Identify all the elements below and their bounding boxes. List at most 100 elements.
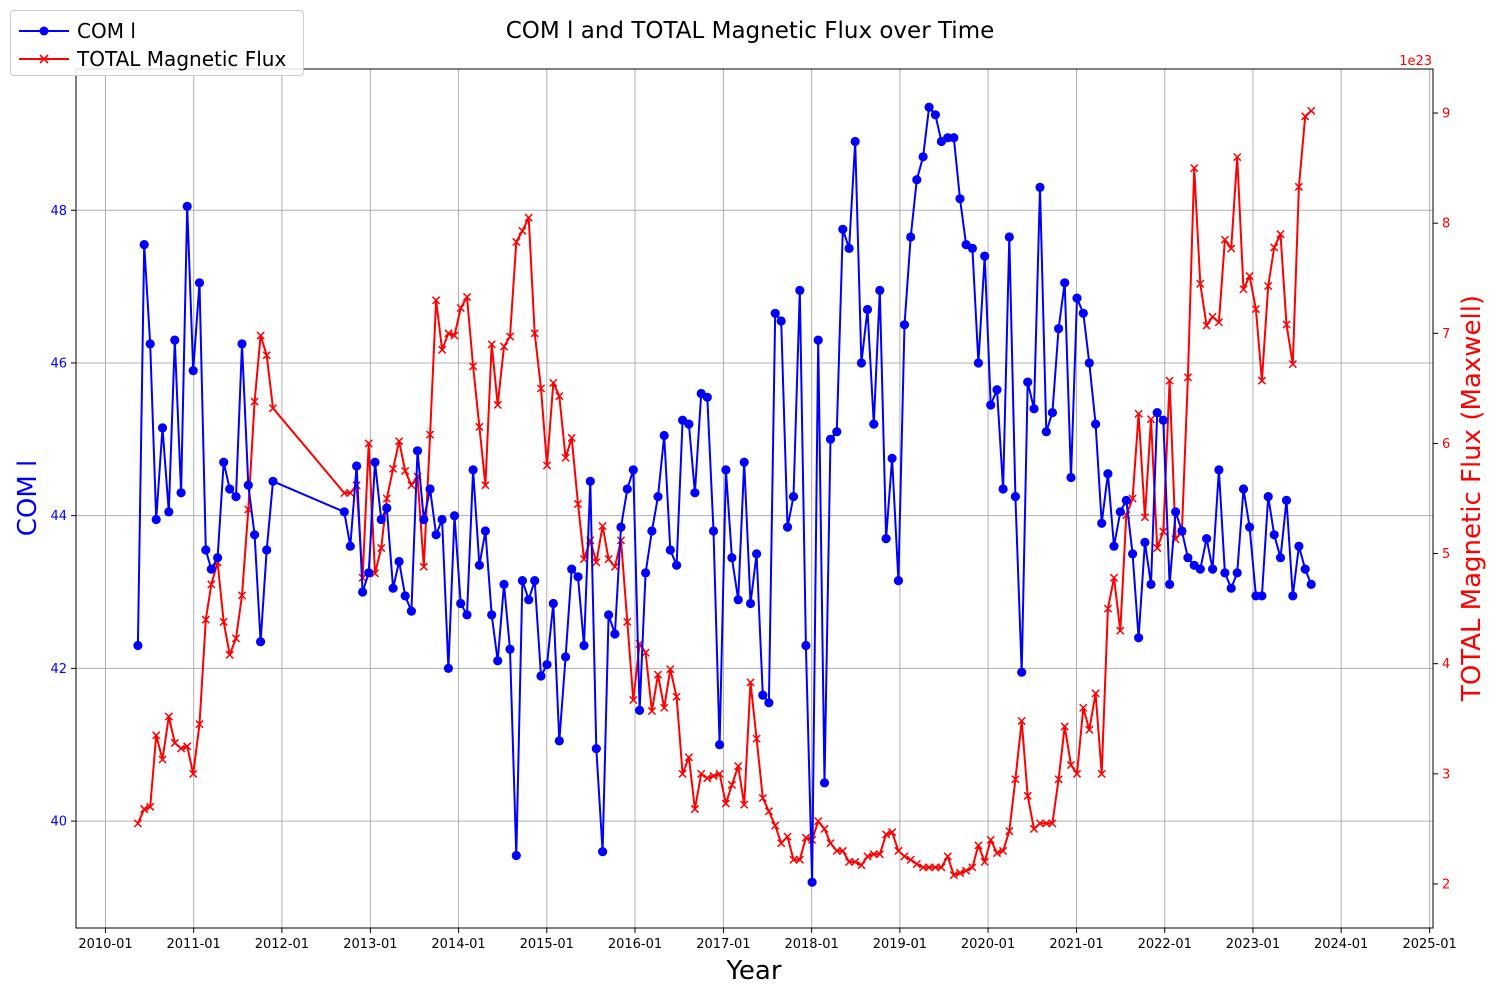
flux-data-point <box>1146 415 1156 424</box>
flux-data-point <box>268 404 278 413</box>
flux-data-point <box>703 774 712 783</box>
com-data-point <box>225 484 235 494</box>
com-data-point <box>690 488 700 498</box>
flux-data-point <box>604 554 613 564</box>
com-data-point <box>474 560 484 570</box>
plot-area-frame <box>75 68 1434 929</box>
com-data-point <box>1029 404 1039 414</box>
com-data-point <box>388 583 398 593</box>
flux-data-point <box>1251 304 1260 314</box>
com-data-point <box>419 514 429 525</box>
flux-data-point <box>1214 318 1224 327</box>
x-axis-label: Year <box>725 956 781 986</box>
com-data-point <box>604 610 614 620</box>
com-data-point <box>967 243 978 253</box>
com-data-point <box>1226 583 1236 593</box>
flux-data-point <box>462 292 472 302</box>
com-data-point <box>1275 553 1286 563</box>
com-data-point <box>425 484 435 494</box>
com-data-point <box>206 564 216 574</box>
chart-title: COM l and TOTAL Magnetic Flux over Time <box>506 18 995 44</box>
flux-data-point <box>207 580 216 589</box>
com-data-point <box>364 568 374 578</box>
y-left-tick-label: 40 <box>50 815 67 830</box>
com-data-point <box>918 152 928 162</box>
flux-data-point <box>764 807 774 816</box>
flux-data-point <box>623 617 632 626</box>
com-data-point <box>684 419 694 429</box>
com-data-point <box>998 484 1008 494</box>
flux-data-point <box>1017 716 1026 726</box>
com-data-point <box>610 629 620 639</box>
com-data-point <box>213 553 223 563</box>
flux-data-point <box>530 329 539 338</box>
flux-data-point <box>863 852 872 861</box>
com-data-point <box>268 476 278 486</box>
flux-data-point <box>388 464 398 473</box>
com-data-point <box>807 877 817 887</box>
com-data-point <box>339 507 349 517</box>
flux-data-point <box>567 433 576 443</box>
com-data-point <box>1121 495 1131 505</box>
com-data-point <box>468 465 478 475</box>
flux-data-point <box>690 804 700 814</box>
com-data-point <box>992 385 1002 395</box>
com-data-point <box>358 587 368 597</box>
flux-data-point <box>1190 163 1199 173</box>
flux-data-point <box>1183 373 1193 382</box>
com-data-point <box>1041 427 1051 437</box>
flux-data-point <box>783 832 792 841</box>
flux-data-point <box>832 846 841 856</box>
y-left-axis-label: COM l <box>13 460 43 537</box>
flux-data-point <box>1085 725 1094 734</box>
com-data-point <box>517 576 528 586</box>
com-data-point <box>493 656 503 666</box>
com-data-point <box>139 240 149 250</box>
com-data-point <box>456 598 466 609</box>
com-data-point <box>912 175 922 185</box>
flux-data-point <box>727 780 737 789</box>
com-data-point <box>554 736 564 746</box>
com-data-point <box>801 640 811 651</box>
com-data-point <box>443 663 453 674</box>
com-data-point <box>412 446 423 456</box>
com-data-point <box>1245 522 1255 532</box>
flux-data-point <box>140 804 149 814</box>
com-data-point <box>1300 564 1310 574</box>
flux-data-point <box>771 821 780 830</box>
flux-data-point <box>346 488 355 498</box>
com-data-point <box>194 278 205 288</box>
y-right-tick-label: 9 <box>1442 107 1450 122</box>
com-data-point <box>1158 415 1168 425</box>
flux-data-point <box>924 863 934 872</box>
flux-data-point <box>499 342 509 351</box>
com-data-point <box>188 366 198 376</box>
com-data-point <box>733 595 743 605</box>
y-right-axis-label: TOTAL Magnetic Flux (Maxwell) <box>1457 295 1487 702</box>
flux-data-point <box>949 871 958 880</box>
flux-data-point <box>176 744 186 753</box>
flux-data-point <box>931 863 940 872</box>
com-data-point <box>1171 507 1181 517</box>
flux-data-point <box>1159 527 1168 536</box>
com-data-point <box>567 564 577 574</box>
flux-data-point <box>237 591 247 600</box>
com-data-point <box>1134 633 1144 643</box>
x-tick-label: 2019-01 <box>873 937 927 952</box>
com-data-point <box>145 339 155 349</box>
flux-data-point <box>524 213 533 222</box>
flux-data-point <box>610 562 620 571</box>
flux-data-point <box>943 852 952 861</box>
com-data-point <box>462 610 472 620</box>
x-tick-label: 2024-01 <box>1314 937 1368 952</box>
com-data-point <box>157 423 168 433</box>
com-data-point <box>832 427 842 437</box>
y-right-offset-label: 1e23 <box>1399 54 1432 69</box>
com-data-point <box>813 335 823 345</box>
com-data-point <box>400 591 410 601</box>
flux-data-point <box>340 488 349 498</box>
flux-data-point <box>256 331 265 340</box>
flux-data-point <box>189 769 198 778</box>
com-data-point <box>133 640 143 651</box>
